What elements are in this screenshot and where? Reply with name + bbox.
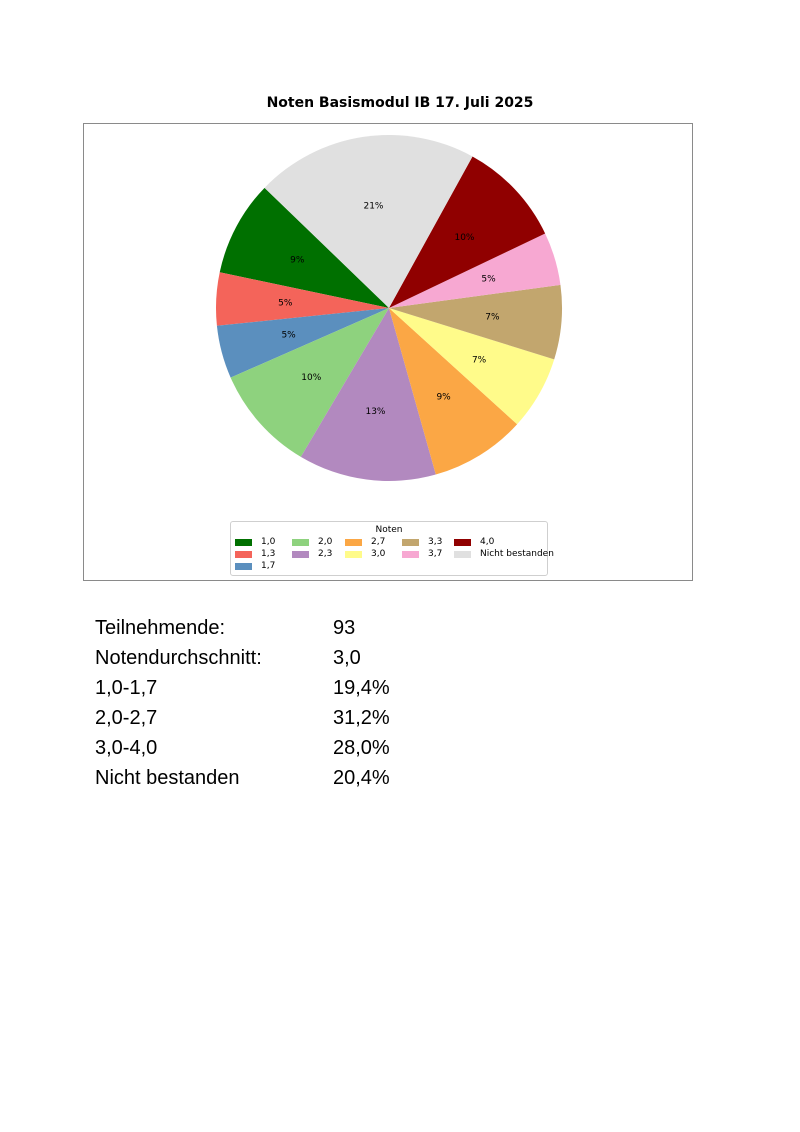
stat-value: 28,0%	[333, 737, 390, 759]
legend-swatch	[402, 539, 419, 546]
stat-label: 3,0-4,0	[95, 737, 158, 759]
legend-swatch	[235, 563, 252, 570]
legend-swatch	[292, 551, 309, 558]
legend-label: 3,7	[428, 549, 443, 559]
pie-slice-4-0	[389, 156, 546, 308]
pie-slice-1-7	[216, 308, 389, 378]
stat-value: 3,0	[333, 647, 361, 669]
pie-slice-nicht-bestanden	[264, 134, 473, 308]
pie-slice-label: 21%	[363, 201, 383, 211]
stat-value: 20,4%	[333, 767, 390, 789]
stat-row: Nicht bestanden 20,4%	[95, 765, 495, 795]
legend-title: Noten	[375, 525, 403, 535]
pie-slice-2-3	[300, 308, 436, 481]
pie-slice-label: 10%	[301, 373, 321, 383]
stat-label: Notendurchschnitt:	[95, 647, 262, 669]
pie-slice-label: 5%	[481, 274, 496, 284]
legend-label: 1,0	[261, 537, 276, 547]
pie-slice-3-3	[389, 284, 563, 360]
legend-swatch	[454, 551, 471, 558]
pie-slice-1-3	[216, 272, 389, 326]
legend-swatch	[292, 539, 309, 546]
stat-row: Teilnehmende: 93	[95, 615, 495, 645]
plot-area: 9% 5% 5% 10% 13% 9% 7% 7% 5% 10% 21% Noten 1,0 1,3 1…	[83, 123, 693, 581]
stat-row: 1,0-1,7 19,4%	[95, 675, 495, 705]
pie-slice-2-0	[230, 308, 389, 457]
pie-slice-label: 9%	[436, 392, 451, 402]
legend-label: Nicht bestanden	[480, 549, 554, 559]
legend-swatch	[454, 539, 471, 546]
pie-slice-label: 5%	[278, 299, 293, 309]
pie-slice-3-0	[389, 308, 555, 425]
stat-value: 19,4%	[333, 677, 390, 699]
pie-slice-label: 7%	[485, 313, 500, 323]
legend-label: 3,3	[428, 537, 443, 547]
stat-row: 3,0-4,0 28,0%	[95, 735, 495, 765]
stat-row: 2,0-2,7 31,2%	[95, 705, 495, 735]
stat-row: Notendurchschnitt: 3,0	[95, 645, 495, 675]
legend-swatch	[235, 551, 252, 558]
pie-slice-label: 13%	[365, 407, 385, 417]
pie-slice-label: 5%	[281, 331, 296, 341]
legend-label: 3,0	[371, 549, 386, 559]
legend-label: 2,0	[318, 537, 333, 547]
chart-title: Noten Basismodul IB 17. Juli 2025	[266, 95, 534, 111]
stat-value: 31,2%	[333, 707, 390, 729]
legend-swatch	[402, 551, 419, 558]
pie-slice-label: 7%	[472, 356, 487, 366]
stat-value: 93	[333, 617, 356, 639]
stats-table: Teilnehmende: 93 Notendurchschnitt: 3,0 1,0-…	[95, 615, 495, 795]
legend-label: 2,7	[371, 537, 386, 547]
pie-slice-label: 9%	[290, 255, 305, 265]
legend-label: 1,7	[261, 561, 276, 571]
legend-swatch	[235, 539, 252, 546]
stat-label: Teilnehmende:	[95, 617, 226, 639]
legend-label: 4,0	[480, 537, 495, 547]
pie-slice-2-7	[389, 308, 518, 475]
stat-label: 1,0-1,7	[95, 677, 158, 699]
pie-chart: 9% 5% 5% 10% 13% 9% 7% 7% 5% 10% 21%	[216, 134, 563, 481]
legend: Noten 1,0 1,3 1,7 2,0 2,3 2,7 3,0 3,3 3,7 4,0 Nich…	[230, 521, 554, 576]
legend-label: 1,3	[261, 549, 276, 559]
legend-label: 2,3	[318, 549, 333, 559]
stat-label: Nicht bestanden	[95, 767, 240, 789]
pie-slice-1-0	[219, 187, 389, 308]
stat-label: 2,0-2,7	[95, 707, 158, 729]
pie-slice-label: 10%	[454, 233, 474, 243]
legend-swatch	[345, 539, 362, 546]
legend-swatch	[345, 551, 362, 558]
pie-slice-3-7	[389, 233, 561, 308]
